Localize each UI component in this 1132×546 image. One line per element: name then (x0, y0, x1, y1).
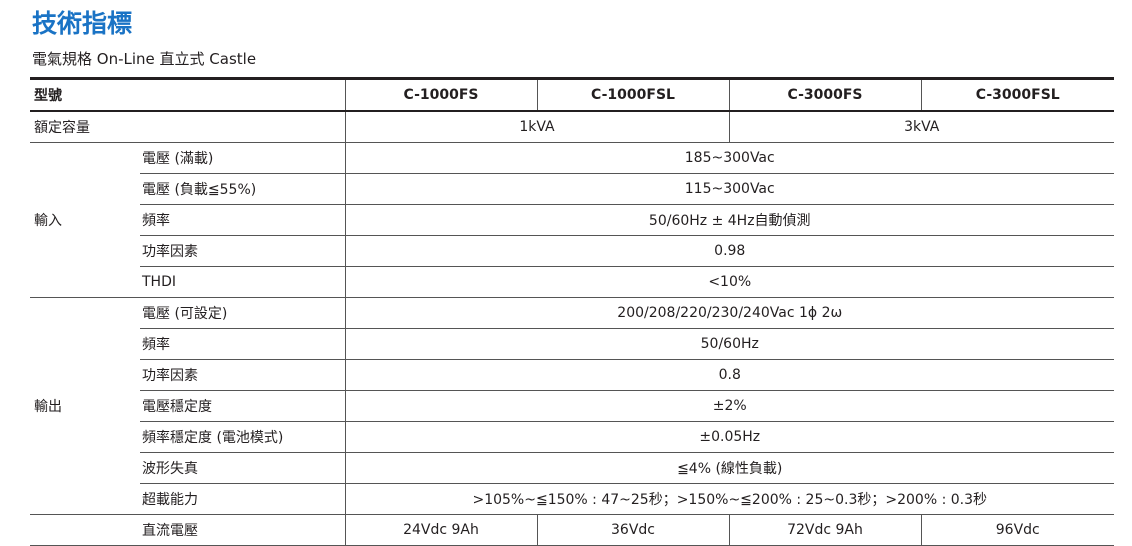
table-row: 型號 C-1000FS C-1000FSL C-3000FS C-3000FSL (30, 77, 1114, 112)
table-cell: C-3000FS (728, 77, 921, 112)
table-cell: 超載能力 (140, 483, 345, 515)
table-cell: 輸出 (30, 297, 140, 515)
table-cell: 電壓 (滿載) (140, 142, 345, 174)
page-title: 技術指標 (32, 9, 133, 38)
table-cell: 型號 (30, 77, 345, 112)
table-cell: 輸入 (30, 142, 140, 298)
table-row: 功率因素 0.8 (30, 359, 1114, 391)
table-cell: 24Vdc 9Ah (344, 514, 537, 546)
table-cell: 額定容量 (30, 110, 345, 143)
table-cell: 0.98 (344, 235, 1114, 267)
table-cell: 50/60Hz ± 4Hz自動偵測 (344, 204, 1114, 236)
table-cell: C-1000FSL (536, 77, 729, 112)
table-cell: ≦4% (線性負載) (344, 452, 1114, 484)
table-cell: 185~300Vac (344, 142, 1114, 174)
table-cell (30, 514, 140, 546)
table-row: 頻率穩定度 (電池模式) ±0.05Hz (30, 421, 1114, 453)
table-row: 頻率 50/60Hz ± 4Hz自動偵測 (30, 204, 1114, 236)
table-cell: ±0.05Hz (344, 421, 1114, 453)
page-subtitle: 電氣規格 On-Line 直立式 Castle (32, 50, 257, 68)
table-cell: 頻率 (140, 328, 345, 360)
table-cell: THDI (140, 266, 345, 298)
table-cell: 3kVA (728, 110, 1114, 143)
table-row: 超載能力 >105%~≦150% : 47~25秒；>150%~≦200% : 2… (30, 483, 1114, 515)
table-cell: 1kVA (344, 110, 729, 143)
table-row: 直流電壓 24Vdc 9Ah 36Vdc 72Vdc 9Ah 96Vdc (30, 514, 1114, 546)
table-row: 功率因素 0.98 (30, 235, 1114, 267)
table-cell: 115~300Vac (344, 173, 1114, 205)
table-cell: 電壓穩定度 (140, 390, 345, 422)
table-cell: 200/208/220/230/240Vac 1ϕ 2ω (344, 297, 1114, 329)
table-row: 頻率 50/60Hz (30, 328, 1114, 360)
spec-table: 型號 C-1000FS C-1000FSL C-3000FS C-3000FSL 額定容量… (30, 77, 1114, 546)
table-row: 波形失真 ≦4% (線性負載) (30, 452, 1114, 484)
table-cell: 72Vdc 9Ah (728, 514, 921, 546)
table-row: 電壓 (負載≦55%) 115~300Vac (30, 173, 1114, 205)
table-cell: C-3000FSL (920, 77, 1114, 112)
table-cell: ±2% (344, 390, 1114, 422)
table-row: 電壓穩定度 ±2% (30, 390, 1114, 422)
table-row: 輸出 電壓 (可設定) 200/208/220/230/240Vac 1ϕ 2ω (30, 297, 1114, 515)
table-cell: 電壓 (可設定) (140, 297, 345, 329)
table-cell: <10% (344, 266, 1114, 298)
table-cell: 功率因素 (140, 235, 345, 267)
table-cell: 頻率穩定度 (電池模式) (140, 421, 345, 453)
table-cell: 頻率 (140, 204, 345, 236)
table-cell: >105%~≦150% : 47~25秒；>150%~≦200% : 25~0.… (344, 483, 1114, 515)
table-cell: 功率因素 (140, 359, 345, 391)
table-cell: C-1000FS (344, 77, 537, 112)
table-cell: 50/60Hz (344, 328, 1114, 360)
table-cell: 96Vdc (920, 514, 1114, 546)
table-cell: 0.8 (344, 359, 1114, 391)
table-cell: 電壓 (負載≦55%) (140, 173, 345, 205)
table-cell: 36Vdc (536, 514, 729, 546)
table-cell: 波形失真 (140, 452, 345, 484)
table-row: THDI <10% (30, 266, 1114, 298)
table-row: 額定容量 1kVA 3kVA (30, 110, 1114, 143)
table-row: 輸入 電壓 (滿載) 185~300Vac (30, 142, 1114, 298)
table-cell: 直流電壓 (140, 514, 345, 546)
